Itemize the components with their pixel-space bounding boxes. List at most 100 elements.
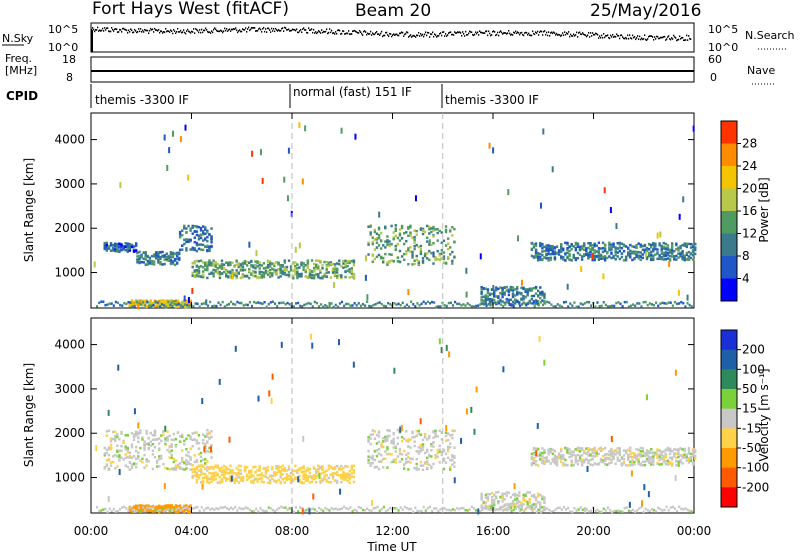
heatmap-cell (206, 476, 209, 479)
heatmap-cell (670, 458, 674, 461)
heatmap-cell (499, 300, 502, 303)
noise-point (340, 33, 342, 35)
heatmap-cell (319, 472, 322, 476)
heatmap-cell (609, 207, 612, 214)
noise-point (499, 31, 501, 33)
heatmap-cell (534, 302, 538, 305)
heatmap-cell (114, 300, 117, 304)
heatmap-cell (451, 429, 454, 433)
heatmap-cell (407, 440, 410, 443)
heatmap-cell (415, 468, 418, 471)
heatmap-cell (440, 438, 444, 441)
heatmap-cell (446, 456, 450, 460)
noise-point (231, 28, 233, 31)
heatmap-cell (577, 305, 580, 308)
heatmap-cell (106, 303, 109, 306)
heatmap-cell (647, 459, 651, 462)
noise-point (638, 38, 640, 41)
heatmap-cell (428, 227, 431, 231)
heatmap-cell (153, 431, 157, 435)
heatmap-cell (241, 275, 245, 279)
heatmap-cell (539, 242, 542, 245)
heatmap-cell (187, 297, 190, 304)
heatmap-cell (212, 466, 215, 469)
heatmap-cell (134, 434, 138, 437)
heatmap-cell (201, 266, 205, 269)
heatmap-cell (344, 472, 347, 476)
heatmap-cell (547, 259, 550, 262)
noise-point (483, 32, 485, 34)
heatmap-cell (464, 304, 467, 307)
heatmap-cell (679, 454, 682, 457)
noise-point (435, 34, 437, 36)
heatmap-cell (543, 496, 546, 499)
heatmap-cell (340, 127, 343, 134)
heatmap-cell (114, 244, 117, 248)
heatmap-cell (244, 506, 247, 509)
heatmap-cell (578, 450, 582, 453)
heatmap-cell (407, 227, 410, 230)
heatmap-cell (130, 466, 134, 469)
heatmap-cell (268, 268, 272, 272)
heatmap-cell (530, 457, 534, 461)
heatmap-cell (576, 245, 580, 249)
heatmap-cell (170, 438, 173, 441)
noise-point (200, 31, 202, 34)
heatmap-cell (421, 256, 425, 260)
heatmap-cell (620, 463, 624, 467)
heatmap-cell (206, 268, 209, 272)
heatmap-cell (315, 481, 318, 484)
heatmap-cell (658, 453, 661, 457)
heatmap-cell (306, 266, 310, 270)
noise-point (464, 35, 466, 37)
heatmap-cell (574, 243, 578, 246)
heatmap-cell (352, 276, 356, 279)
heatmap-cell (172, 468, 176, 471)
heatmap-cell (616, 241, 619, 245)
heatmap-cell (332, 507, 335, 511)
heatmap-cell (229, 477, 232, 481)
heatmap-cell (598, 304, 601, 308)
heatmap-cell (666, 251, 670, 255)
heatmap-cell (545, 247, 548, 250)
noise-point (490, 34, 492, 37)
heatmap-cell (426, 236, 429, 240)
heatmap-cell (683, 256, 686, 259)
heatmap-cell (235, 479, 238, 483)
heatmap-cell (618, 447, 622, 450)
noise-point (330, 31, 332, 34)
heatmap-cell (377, 253, 381, 257)
heatmap-cell (618, 449, 622, 452)
noise-point (360, 31, 362, 33)
heatmap-cell (151, 510, 155, 513)
noise-point (119, 28, 121, 31)
heatmap-cell (512, 305, 515, 308)
noise-point (500, 30, 502, 32)
noise-point (234, 28, 236, 31)
heatmap-cell (245, 473, 249, 477)
heatmap-cell (587, 451, 590, 454)
heatmap-cell (348, 477, 351, 481)
heatmap-cell (237, 263, 240, 267)
heatmap-cell (243, 260, 247, 263)
noise-point (319, 31, 321, 33)
noise-point (439, 33, 441, 35)
noise-point (98, 30, 100, 32)
heatmap-cell (227, 275, 230, 279)
heatmap-cell (245, 260, 249, 264)
heatmap-cell (523, 509, 526, 513)
heatmap-cell (279, 275, 282, 278)
heatmap-cell (421, 464, 425, 467)
heatmap-cell (564, 252, 567, 255)
heatmap-cell (302, 481, 305, 485)
heatmap-cell (409, 457, 412, 460)
heatmap-cell (685, 253, 689, 257)
heatmap-cell (158, 305, 161, 308)
heatmap-cell (158, 447, 161, 450)
heatmap-cell (225, 261, 228, 264)
heatmap-cell (166, 430, 169, 433)
heatmap-cell (426, 257, 429, 260)
heatmap-cell (574, 457, 578, 460)
noise-point (672, 38, 674, 40)
heatmap-cell (392, 458, 395, 462)
